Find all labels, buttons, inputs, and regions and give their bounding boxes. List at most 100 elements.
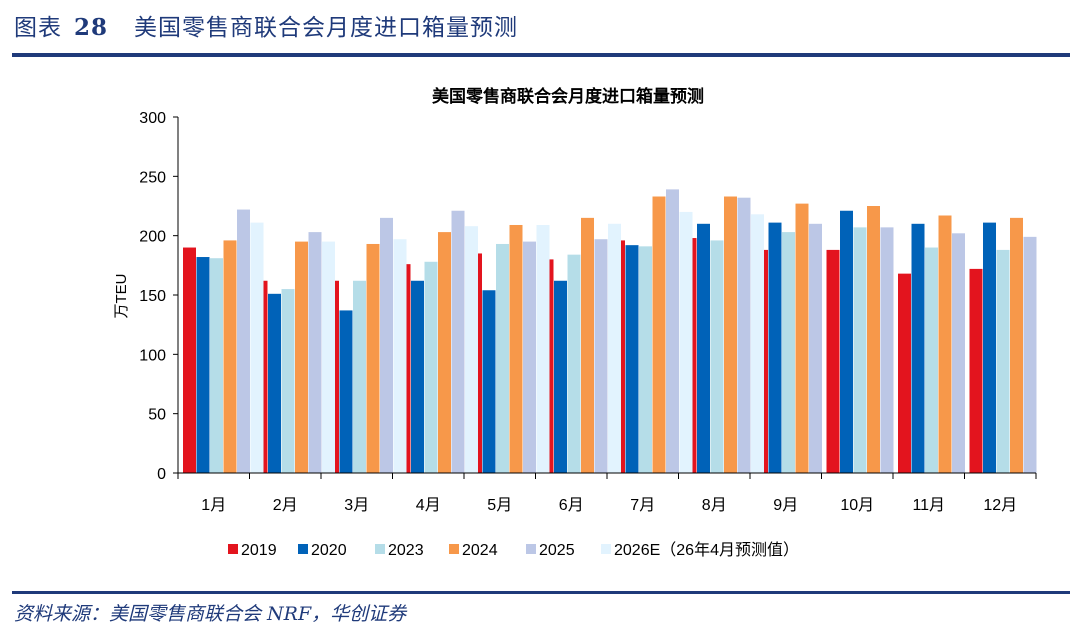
bar-2020-1月 xyxy=(196,257,210,473)
bar-2020-8月 xyxy=(697,223,710,473)
y-tick-label: 0 xyxy=(157,466,166,483)
bar-2023-5月 xyxy=(496,243,509,473)
legend-swatch xyxy=(228,544,238,554)
bar-2023-2月 xyxy=(281,289,295,473)
bar-2020-10月 xyxy=(840,210,853,473)
x-tick-label: 10月 xyxy=(840,497,874,514)
bar-2023-3月 xyxy=(353,280,366,473)
bars xyxy=(183,189,1037,474)
bar-2026E-8月 xyxy=(751,214,764,473)
bar-2024-11月 xyxy=(938,215,952,473)
bar-2025-1月 xyxy=(237,209,250,473)
bar-2025-4月 xyxy=(451,210,465,473)
y-tick-label: 100 xyxy=(139,347,166,364)
bar-2019-1月 xyxy=(183,247,196,473)
bar-2025-12月 xyxy=(1023,236,1037,473)
top-divider xyxy=(12,53,1070,57)
bar-2023-1月 xyxy=(210,258,223,473)
legend-label: 2024 xyxy=(462,542,498,559)
bar-2020-3月 xyxy=(339,310,353,473)
bar-2025-2月 xyxy=(308,232,322,473)
legend-swatch xyxy=(526,544,536,554)
bar-chart: 美国零售商联合会月度进口箱量预测 万TEU 0 50 100 150 200 250 300… xyxy=(113,86,1037,559)
legend-label: 2023 xyxy=(388,542,424,559)
y-axis: 0 50 100 150 200 250 300 xyxy=(139,110,179,483)
bar-2020-7月 xyxy=(625,245,639,473)
x-tick-label: 5月 xyxy=(487,497,512,514)
bar-2024-6月 xyxy=(581,217,594,473)
x-tick-label: 6月 xyxy=(559,497,584,514)
legend-label: 2026E（26年4月预测值） xyxy=(614,541,799,559)
legend-label: 2020 xyxy=(311,542,347,559)
bar-2024-8月 xyxy=(724,196,737,474)
bar-2023-10月 xyxy=(853,227,867,473)
bar-2023-6月 xyxy=(567,254,581,473)
bar-2020-9月 xyxy=(768,222,782,473)
bar-2020-12月 xyxy=(983,222,996,473)
bar-2024-12月 xyxy=(1010,217,1023,473)
bar-2024-5月 xyxy=(509,224,523,473)
bar-2023-12月 xyxy=(996,249,1010,473)
bar-2026E-7月 xyxy=(679,211,693,473)
bar-2020-5月 xyxy=(482,290,496,473)
legend-swatch xyxy=(298,544,308,554)
x-tick-label: 2月 xyxy=(273,497,298,514)
bar-2024-9月 xyxy=(795,203,809,474)
bar-2024-10月 xyxy=(867,206,880,473)
bar-2023-4月 xyxy=(424,261,438,473)
bar-2026E-4月 xyxy=(465,226,478,473)
x-tick-label: 8月 xyxy=(702,497,727,514)
bar-2024-2月 xyxy=(295,241,308,473)
bar-2026E-6月 xyxy=(608,223,621,473)
bar-2025-6月 xyxy=(594,239,608,473)
figure-title: 图表 28 美国零售商联合会月度进口箱量预测 xyxy=(14,8,518,42)
y-tick-label: 50 xyxy=(148,407,166,424)
x-tick-label: 9月 xyxy=(773,497,798,514)
bar-2024-4月 xyxy=(438,232,451,473)
bar-2025-7月 xyxy=(666,189,679,474)
x-axis: 1月 2月 3月 4月 5月 6月 7月 8月 9月 10月 11月 12月 xyxy=(177,472,1037,514)
source-note: 资料来源：美国零售商联合会 NRF，华创证券 xyxy=(14,603,407,625)
bar-2024-1月 xyxy=(223,240,237,473)
bar-2020-11月 xyxy=(911,223,925,473)
bar-2024-3月 xyxy=(366,243,380,473)
bar-2025-3月 xyxy=(380,217,393,473)
legend-swatch xyxy=(449,544,459,554)
x-tick-label: 11月 xyxy=(912,497,945,514)
bar-2023-11月 xyxy=(925,247,938,473)
bar-2019-10月 xyxy=(826,249,840,473)
bar-2020-6月 xyxy=(554,280,567,473)
bar-2020-2月 xyxy=(268,293,281,473)
x-tick-label: 12月 xyxy=(983,497,1017,514)
x-tick-label: 3月 xyxy=(344,497,369,514)
legend-label: 2025 xyxy=(539,542,575,559)
bar-2026E-3月 xyxy=(393,239,407,473)
x-tick-label: 1月 xyxy=(201,497,226,514)
legend-swatch xyxy=(601,544,611,554)
figure-number: 28 xyxy=(74,14,109,41)
x-tick-label: 7月 xyxy=(630,497,655,514)
y-tick-label: 300 xyxy=(139,110,166,127)
legend-swatch xyxy=(375,544,385,554)
bar-2025-9月 xyxy=(809,223,822,473)
y-tick-label: 200 xyxy=(139,229,166,246)
y-axis-title: 万TEU xyxy=(113,273,130,318)
y-tick-label: 250 xyxy=(139,169,166,186)
bar-2025-10月 xyxy=(880,227,894,473)
bar-2023-9月 xyxy=(782,232,795,473)
figure-label: 图表 xyxy=(14,15,62,41)
bar-2026E-5月 xyxy=(536,224,550,473)
bar-2019-11月 xyxy=(898,273,911,473)
bar-2023-8月 xyxy=(710,240,724,473)
bar-2025-5月 xyxy=(523,241,536,473)
chart-title: 美国零售商联合会月度进口箱量预测 xyxy=(432,86,704,107)
bar-2024-7月 xyxy=(652,196,666,474)
bar-2026E-2月 xyxy=(322,241,335,473)
bar-2025-11月 xyxy=(952,233,965,473)
bar-2020-4月 xyxy=(411,280,424,473)
bar-2019-12月 xyxy=(969,268,983,473)
figure-title-text: 美国零售商联合会月度进口箱量预测 xyxy=(134,15,519,41)
bar-2026E-1月 xyxy=(250,222,264,473)
bar-2023-7月 xyxy=(639,246,652,473)
y-tick-label: 150 xyxy=(139,288,166,305)
